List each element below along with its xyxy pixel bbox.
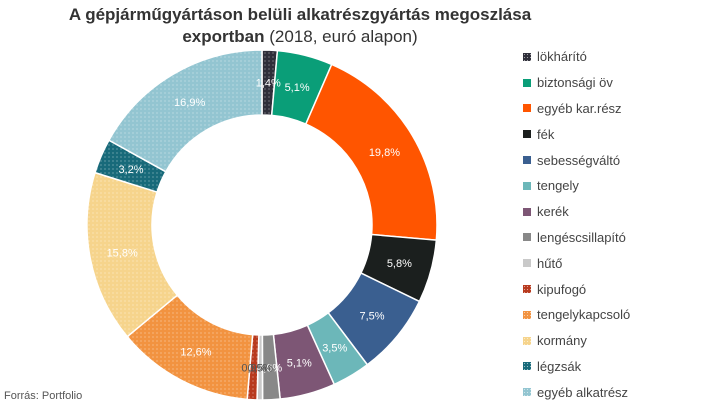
legend-item-kormany: kormány bbox=[523, 328, 713, 354]
legend-swatch bbox=[523, 207, 531, 216]
chart-title: A gépjárműgyártáson belüli alkatrészgyár… bbox=[20, 4, 580, 48]
legend-swatch bbox=[523, 181, 531, 190]
data-label-lengescsillapito: 1,6% bbox=[257, 362, 282, 374]
data-label-sebessegvalto: 7,5% bbox=[359, 311, 384, 323]
legend-swatch bbox=[523, 233, 531, 242]
legend-label: lökhárító bbox=[537, 49, 587, 65]
data-label-tengely: 3,5% bbox=[322, 343, 347, 355]
legend-item-fek: fék bbox=[523, 121, 713, 147]
data-label-legzsak: 3,2% bbox=[118, 164, 143, 176]
legend-label: tengelykapcsoló bbox=[537, 307, 631, 323]
title-line-2-bold: exportban bbox=[182, 27, 265, 46]
data-label-huto: 0,5% bbox=[248, 362, 273, 374]
legend-swatch bbox=[523, 336, 531, 345]
legend-label: biztonsági öv bbox=[537, 75, 613, 91]
donut-slices bbox=[86, 49, 438, 401]
legend-swatch bbox=[523, 362, 531, 371]
legend-label: egyéb alkatrész bbox=[537, 384, 629, 400]
legend-swatch bbox=[523, 388, 531, 397]
data-label-egyeb-kar-resz: 19,8% bbox=[369, 147, 400, 159]
legend-swatch bbox=[523, 130, 531, 139]
legend-item-lengescsillapito: lengéscsillapító bbox=[523, 225, 713, 251]
data-label-tengelykapcsolo: 12,6% bbox=[180, 346, 211, 358]
legend-label: kormány bbox=[537, 333, 587, 349]
data-label-kerek: 5,1% bbox=[287, 358, 312, 370]
legend-swatch bbox=[523, 156, 531, 165]
legend-item-tengely: tengely bbox=[523, 173, 713, 199]
legend-label: fék bbox=[537, 126, 555, 142]
legend-item-egyeb-kar-resz: egyéb kar.rész bbox=[523, 96, 713, 122]
legend-item-kerek: kerék bbox=[523, 199, 713, 225]
slice-egyeb-alkatresz bbox=[107, 49, 263, 173]
legend-label: légzsák bbox=[537, 358, 582, 374]
legend-label: hűtő bbox=[537, 255, 563, 271]
data-label-egyeb-alkatresz: 16,9% bbox=[174, 97, 205, 109]
legend-label: kipufogó bbox=[537, 281, 587, 297]
legend-swatch bbox=[523, 52, 531, 61]
data-label-fek: 5,8% bbox=[387, 258, 412, 270]
legend-label: sebességváltó bbox=[537, 152, 621, 168]
legend-item-legzsak: légzsák bbox=[523, 354, 713, 380]
legend-label: lengéscsillapító bbox=[537, 229, 626, 245]
legend-swatch bbox=[523, 104, 531, 113]
legend-swatch bbox=[523, 78, 531, 87]
legend-item-lokharito: lökhárító bbox=[523, 44, 713, 70]
title-line-2-normal: (2018, euró alapon) bbox=[264, 27, 418, 46]
data-label-kipufogo: 0,9% bbox=[241, 362, 266, 374]
legend-swatch bbox=[523, 259, 531, 268]
legend-label: tengely bbox=[537, 178, 579, 194]
legend-label: kerék bbox=[537, 204, 569, 220]
legend-label: egyéb kar.rész bbox=[537, 100, 622, 116]
data-label-lokharito: 1,4% bbox=[256, 78, 281, 90]
legend-swatch bbox=[523, 310, 531, 319]
source-note: Forrás: Portfolio bbox=[4, 390, 83, 402]
data-label-kormany: 15,8% bbox=[107, 247, 138, 259]
legend-item-sebessegvalto: sebességváltó bbox=[523, 147, 713, 173]
title-line-1: A gépjárműgyártáson belüli alkatrészgyár… bbox=[68, 5, 532, 24]
legend-item-biztonsagi-ov: biztonsági öv bbox=[523, 70, 713, 96]
legend-swatch bbox=[523, 285, 531, 294]
data-label-biztonsagi-ov: 5,1% bbox=[285, 82, 310, 94]
legend-item-kipufogo: kipufogó bbox=[523, 276, 713, 302]
legend-item-tengelykapcsolo: tengelykapcsoló bbox=[523, 302, 713, 328]
legend-item-huto: hűtő bbox=[523, 250, 713, 276]
data-labels: 1,4% 5,1% 19,8% 5,8% 7,5% 3,5% 5,1% 1,6%0,5%0,9… bbox=[107, 78, 413, 375]
legend: lökhárító biztonsági öv egyéb kar.rész fék s… bbox=[523, 44, 713, 405]
legend-item-egyeb-alkatresz: egyéb alkatrész bbox=[523, 379, 713, 405]
